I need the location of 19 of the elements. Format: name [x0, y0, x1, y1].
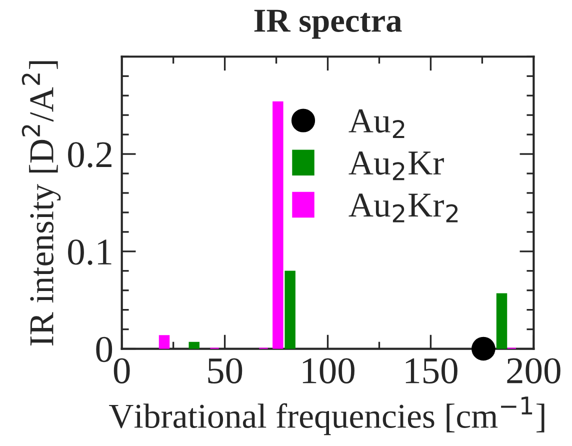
chart-title: IR spectra	[254, 10, 402, 39]
y-axis-title: IR intensity [D$^{2}$/A$^{2}$]	[22, 61, 61, 346]
bar	[496, 293, 508, 349]
legend-label: Au$_{2}$Kr$_{2}$	[348, 194, 458, 222]
x-tick-label: 0	[114, 358, 130, 384]
y-tick-label: 0.2	[68, 142, 112, 168]
legend-label: Au$_{2}$Kr	[348, 152, 444, 180]
x-tick-label: 200	[507, 358, 560, 384]
x-tick-label: 150	[406, 358, 458, 384]
x-axis-title: Vibrational frequencies [cm$^{−1}$]	[109, 396, 544, 436]
y-tick-label: 0.1	[68, 239, 112, 265]
bar	[272, 101, 284, 349]
x-tick-label: 100	[302, 358, 354, 384]
legend-label: Au$_{2}$	[348, 109, 404, 138]
y-tick-label: 0	[96, 336, 112, 362]
bar	[284, 270, 296, 349]
bar	[158, 335, 170, 349]
bar	[188, 342, 200, 349]
x-tick-label: 50	[208, 358, 242, 384]
